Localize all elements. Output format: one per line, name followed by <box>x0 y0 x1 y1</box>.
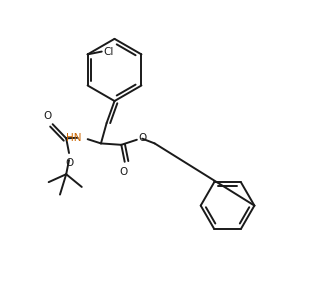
Text: O: O <box>65 158 74 168</box>
Text: Cl: Cl <box>103 47 114 57</box>
Text: O: O <box>44 111 52 121</box>
Text: O: O <box>139 133 147 143</box>
Text: HN: HN <box>66 133 81 143</box>
Text: O: O <box>119 167 128 177</box>
